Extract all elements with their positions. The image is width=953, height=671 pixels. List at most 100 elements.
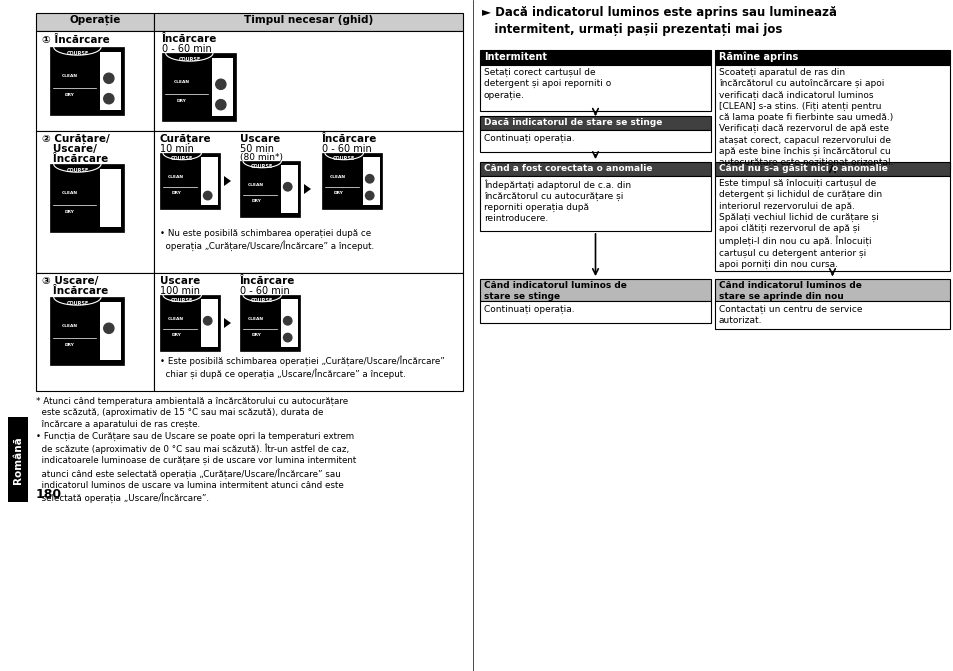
Circle shape — [215, 99, 226, 110]
Bar — [280, 299, 297, 346]
Text: Când indicatorul luminos de
stare se aprinde din nou: Când indicatorul luminos de stare se apr… — [719, 281, 861, 301]
Text: DRY: DRY — [251, 333, 261, 337]
Bar — [362, 158, 379, 205]
Bar — [36, 13, 153, 31]
Text: Încărcare: Încărcare — [240, 276, 295, 286]
Circle shape — [283, 183, 292, 191]
Text: DRY: DRY — [65, 344, 75, 347]
Bar — [153, 13, 462, 31]
Bar — [36, 273, 153, 391]
Text: ① Încărcare: ① Încărcare — [42, 35, 110, 45]
Text: COURSE: COURSE — [251, 164, 274, 169]
Text: COURSE: COURSE — [171, 156, 193, 161]
Text: 50 min: 50 min — [240, 144, 274, 154]
Text: DRY: DRY — [65, 210, 75, 214]
Text: DRY: DRY — [333, 191, 343, 195]
Text: Continuați operația.: Continuați operația. — [483, 134, 574, 143]
Text: Încărcare: Încărcare — [322, 134, 377, 144]
Text: COURSE: COURSE — [66, 301, 89, 306]
Text: • Funcția de Curățare sau de Uscare se poate opri la temperaturi extrem
  de scă: • Funcția de Curățare sau de Uscare se p… — [36, 432, 355, 503]
Bar — [100, 303, 121, 360]
Text: Rămîne aprins: Rămîne aprins — [719, 52, 798, 62]
Text: Intermitent: Intermitent — [483, 52, 546, 62]
Bar — [100, 170, 121, 227]
Text: CLEAN: CLEAN — [330, 175, 346, 179]
Bar — [200, 158, 217, 205]
Circle shape — [283, 317, 292, 325]
Bar — [153, 31, 462, 131]
Bar — [714, 50, 949, 65]
Circle shape — [283, 199, 292, 208]
Text: DRY: DRY — [251, 199, 261, 203]
Circle shape — [104, 211, 113, 221]
Text: 0 - 60 min: 0 - 60 min — [240, 286, 290, 296]
Bar — [240, 161, 299, 217]
Bar — [50, 47, 124, 115]
Bar — [280, 166, 297, 213]
Circle shape — [104, 73, 113, 83]
Circle shape — [104, 344, 113, 354]
Bar — [200, 299, 217, 346]
Bar — [8, 417, 28, 502]
Text: CLEAN: CLEAN — [62, 324, 78, 328]
Circle shape — [104, 323, 113, 333]
Bar — [36, 31, 153, 131]
Text: COURSE: COURSE — [66, 51, 89, 56]
Bar — [160, 295, 220, 351]
Text: Când indicatorul luminos de
stare se stinge: Când indicatorul luminos de stare se sti… — [483, 281, 626, 301]
Text: Continuați operația.: Continuați operația. — [483, 305, 574, 314]
Circle shape — [203, 317, 212, 325]
Text: * Atunci când temperatura ambientală a încărcătorului cu autocurățare
  este scă: * Atunci când temperatura ambientală a î… — [36, 397, 348, 429]
Text: Timpul necesar (ghid): Timpul necesar (ghid) — [244, 15, 373, 25]
Text: 0 - 60 min: 0 - 60 min — [322, 144, 372, 154]
Bar — [479, 130, 710, 152]
Text: Încărcare: Încărcare — [42, 154, 108, 164]
Text: • Nu este posibilă schimbarea operației după ce
  operația „Curățare/Uscare/Încă: • Nu este posibilă schimbarea operației … — [160, 229, 374, 252]
Text: DRY: DRY — [172, 333, 181, 337]
Text: Când nu s-a găsit nici o anomalie: Când nu s-a găsit nici o anomalie — [719, 164, 887, 173]
Text: DRY: DRY — [65, 93, 75, 97]
Bar — [479, 50, 710, 65]
Bar — [153, 273, 462, 391]
Text: 100 min: 100 min — [160, 286, 200, 296]
Text: Uscare: Uscare — [160, 276, 200, 286]
Bar — [50, 297, 124, 365]
Text: CLEAN: CLEAN — [62, 191, 78, 195]
Text: DRY: DRY — [177, 99, 187, 103]
Text: 180: 180 — [36, 488, 62, 501]
Bar — [714, 162, 949, 176]
Circle shape — [365, 174, 374, 183]
Bar — [479, 162, 710, 176]
Circle shape — [104, 190, 113, 201]
Circle shape — [283, 333, 292, 342]
Text: Îndepărtați adaptorul de c.a. din
încărcătorul cu autocurățare și
reporniti oper: Îndepărtați adaptorul de c.a. din încărc… — [483, 179, 631, 223]
Text: Este timpul să înlocuiți cartușul de
detergent și lichidul de curățare din
inter: Este timpul să înlocuiți cartușul de det… — [719, 179, 882, 269]
Polygon shape — [224, 318, 231, 328]
Text: Uscare: Uscare — [240, 134, 280, 144]
Text: Curățare: Curățare — [160, 134, 212, 144]
Text: Încărcare: Încărcare — [162, 34, 217, 44]
Text: Încărcare: Încărcare — [42, 286, 108, 296]
Bar — [100, 52, 121, 109]
Text: DRY: DRY — [172, 191, 181, 195]
Bar — [479, 176, 710, 231]
Bar — [479, 65, 710, 111]
Bar — [162, 53, 235, 121]
Text: Operație: Operație — [70, 15, 121, 25]
Bar — [213, 58, 233, 115]
Text: • Este posibilă schimbarea operației „Curățare/Uscare/Încărcare”
  chiar și după: • Este posibilă schimbarea operației „Cu… — [160, 355, 444, 379]
Polygon shape — [304, 184, 311, 194]
Bar — [160, 153, 220, 209]
Bar — [36, 131, 153, 273]
Circle shape — [203, 333, 212, 342]
Bar — [50, 164, 124, 232]
Text: Când a fost corectata o anomalie: Când a fost corectata o anomalie — [483, 164, 652, 173]
Bar — [714, 301, 949, 329]
Bar — [479, 301, 710, 323]
Circle shape — [365, 191, 374, 200]
Text: COURSE: COURSE — [333, 156, 355, 161]
Bar — [153, 131, 462, 273]
Bar — [479, 116, 710, 130]
Text: CLEAN: CLEAN — [173, 81, 190, 84]
Text: COURSE: COURSE — [251, 299, 274, 303]
